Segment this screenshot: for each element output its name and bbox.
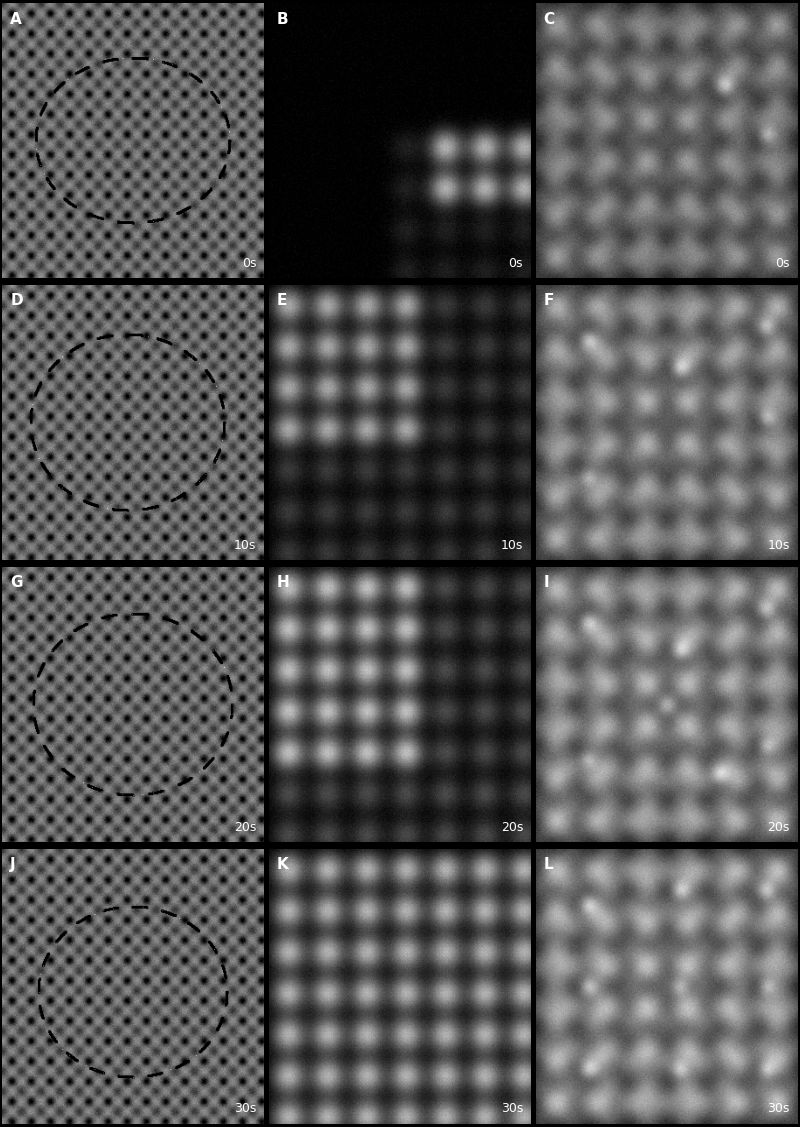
Text: 30s: 30s [234, 1102, 257, 1116]
Text: 0s: 0s [509, 257, 523, 270]
Text: F: F [543, 293, 554, 309]
Text: 10s: 10s [234, 539, 257, 552]
Text: 0s: 0s [242, 257, 257, 270]
Text: H: H [277, 575, 290, 591]
Text: D: D [10, 293, 23, 309]
Text: 10s: 10s [767, 539, 790, 552]
Text: 10s: 10s [501, 539, 523, 552]
Text: J: J [10, 857, 16, 872]
Text: 0s: 0s [775, 257, 790, 270]
Text: 30s: 30s [767, 1102, 790, 1116]
Text: I: I [543, 575, 550, 591]
Text: 30s: 30s [501, 1102, 523, 1116]
Text: 20s: 20s [767, 820, 790, 834]
Text: A: A [10, 11, 22, 27]
Text: L: L [543, 857, 554, 872]
Text: E: E [277, 293, 287, 309]
Text: 20s: 20s [501, 820, 523, 834]
Text: 20s: 20s [234, 820, 257, 834]
Text: B: B [277, 11, 289, 27]
Text: C: C [543, 11, 554, 27]
Text: G: G [10, 575, 22, 591]
Text: K: K [277, 857, 289, 872]
